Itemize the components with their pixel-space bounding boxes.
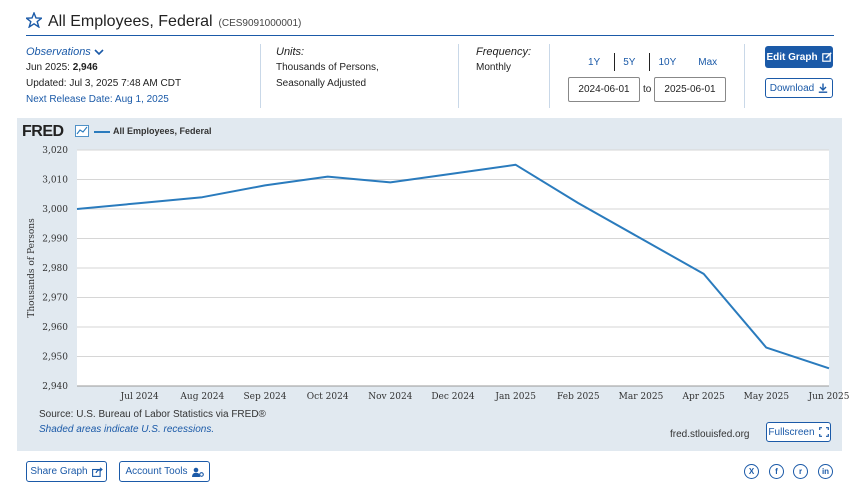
account-tools-label: Account Tools [125, 466, 188, 477]
title-divider [26, 35, 834, 36]
share-graph-button[interactable]: Share Graph [26, 461, 107, 482]
fullscreen-label: Fullscreen [768, 426, 815, 438]
user-gear-icon [191, 467, 204, 477]
observations-dropdown[interactable]: Observations [26, 44, 181, 60]
y-tick-label: 3,010 [42, 176, 68, 186]
end-date-input[interactable]: 2025-06-01 [654, 77, 726, 102]
x-tick-label: Dec 2024 [431, 392, 475, 402]
next-release-link[interactable]: Next Release Date: Aug 1, 2025 [26, 94, 169, 105]
edit-graph-label: Edit Graph [766, 51, 818, 63]
range-divider [614, 53, 616, 71]
y-tick-label: 2,960 [42, 323, 68, 333]
legend-swatch [94, 131, 110, 133]
range-1y-button[interactable]: 1Y [588, 56, 601, 68]
source-text: Source: U.S. Bureau of Labor Statistics … [39, 409, 266, 420]
x-tick-label: Jun 2025 [808, 392, 850, 402]
chevron-down-icon [94, 49, 104, 56]
x-tick-label: Oct 2024 [307, 392, 349, 402]
share-graph-label: Share Graph [30, 466, 88, 477]
page-title: All Employees, Federal [48, 13, 213, 30]
x-tick-label: Aug 2024 [179, 392, 224, 402]
latest-observation: Jun 2025: 2,946 [26, 60, 181, 76]
download-button[interactable]: Download [765, 78, 833, 98]
title-row: All Employees, Federal (CES9091000001) [26, 10, 301, 31]
edit-icon [821, 52, 832, 62]
x-social-icon[interactable]: X [744, 464, 759, 479]
x-tick-label: Nov 2024 [368, 392, 412, 402]
range-max-button[interactable]: Max [698, 56, 718, 68]
x-tick-label: Feb 2025 [557, 392, 600, 402]
series-id: (CES9091000001) [218, 18, 302, 29]
range-10y-button[interactable]: 10Y [658, 56, 677, 68]
y-tick-label: 3,000 [42, 205, 68, 215]
download-icon [819, 83, 828, 93]
download-label: Download [769, 82, 815, 94]
date-to-label: to [643, 84, 652, 95]
y-tick-label: 2,980 [42, 264, 68, 274]
observations-label: Observations [26, 46, 91, 58]
fred-logo: FRED [22, 123, 64, 140]
series-line [76, 163, 830, 370]
units-label: Units: [276, 46, 305, 58]
observations-block: Observations Jun 2025: 2,946 Updated: Ju… [26, 44, 181, 108]
x-tick-label: Jan 2025 [494, 392, 536, 402]
star-icon[interactable] [26, 12, 42, 28]
latest-value: 2,946 [72, 62, 98, 73]
units-block: Units: Thousands of Persons, Seasonally … [276, 44, 379, 92]
reddit-icon[interactable]: r [793, 464, 808, 479]
x-tick-label: May 2025 [744, 392, 790, 402]
x-tick-label: Jul 2024 [120, 392, 159, 402]
y-tick-label: 3,020 [42, 146, 68, 156]
legend-label: All Employees, Federal [113, 126, 212, 136]
frequency-value: Monthly [476, 62, 512, 73]
units-line-2: Seasonally Adjusted [276, 78, 367, 89]
x-tick-label: Apr 2025 [682, 392, 726, 402]
fullscreen-icon [818, 427, 829, 437]
latest-period: Jun 2025: [26, 62, 70, 73]
linkedin-icon[interactable]: in [818, 464, 833, 479]
share-icon [91, 466, 103, 477]
updated-text: Updated: Jul 3, 2025 7:48 AM CDT [26, 78, 182, 89]
range-divider [649, 53, 651, 71]
account-tools-button[interactable]: Account Tools [119, 461, 210, 482]
fred-url: fred.stlouisfed.org [670, 429, 750, 440]
range-buttons: 1Y 5Y 10Y Max [580, 53, 731, 71]
meta-divider [744, 44, 745, 108]
y-tick-label: 2,940 [42, 382, 68, 392]
range-5y-button[interactable]: 5Y [623, 56, 636, 68]
edit-graph-button[interactable]: Edit Graph [765, 46, 833, 68]
start-date-input[interactable]: 2024-06-01 [568, 77, 640, 102]
y-axis-label: Thousands of Persons [27, 218, 37, 318]
facebook-icon[interactable]: f [769, 464, 784, 479]
meta-divider [549, 44, 550, 108]
frequency-block: Frequency: Monthly [476, 44, 531, 76]
meta-divider [458, 44, 459, 108]
frequency-label: Frequency: [476, 46, 532, 58]
meta-divider [260, 44, 261, 108]
x-tick-label: Mar 2025 [619, 392, 664, 402]
recession-note: Shaded areas indicate U.S. recessions. [39, 424, 215, 435]
fullscreen-button[interactable]: Fullscreen [766, 422, 831, 442]
x-tick-label: Sep 2024 [243, 392, 286, 402]
units-line-1: Thousands of Persons, [276, 62, 379, 73]
trend-icon [75, 125, 89, 137]
y-tick-label: 2,950 [42, 353, 68, 363]
y-tick-label: 2,990 [42, 235, 68, 245]
y-tick-label: 2,970 [42, 294, 68, 304]
